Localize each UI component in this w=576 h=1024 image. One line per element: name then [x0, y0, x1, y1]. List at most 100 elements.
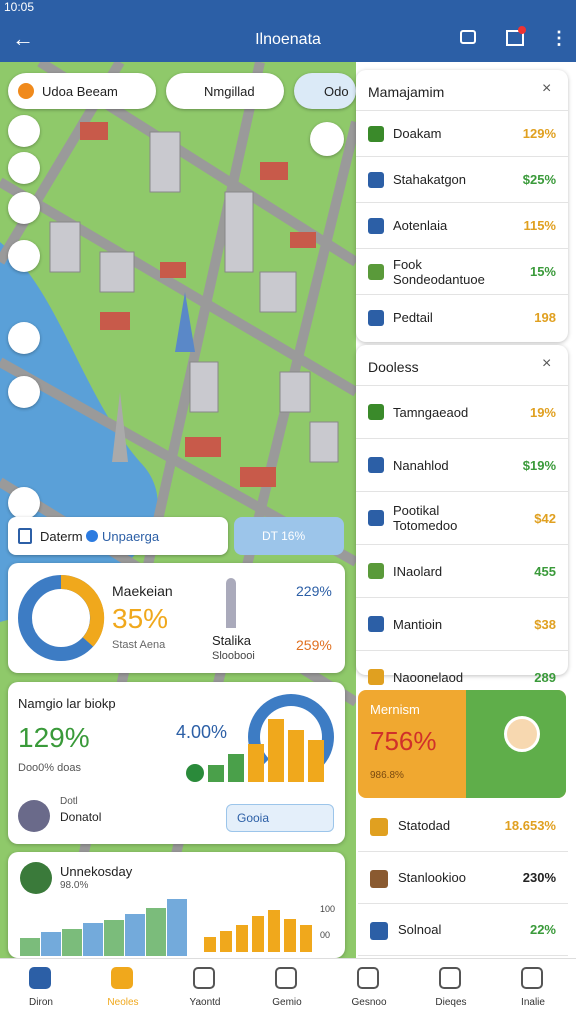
panel-title: Dooless: [368, 359, 419, 375]
icon: [368, 616, 384, 632]
text: Stalika: [212, 633, 252, 648]
list-row[interactable]: Statodad 18.653%: [358, 802, 568, 852]
row[interactable]: Pedtail 198: [356, 294, 568, 340]
avatar: [18, 800, 50, 832]
card: Namgio lar biokp 129% Doo0% doas 4.00% Dotl D…: [8, 682, 345, 844]
nav-item[interactable]: Dieqes: [410, 959, 492, 1024]
row[interactable]: Fook Sondeodantuoe 15%: [356, 248, 568, 294]
text: Sloobooi: [212, 650, 255, 662]
label: Doakam: [393, 126, 442, 141]
nav-label: Diron: [29, 997, 53, 1008]
nav-item[interactable]: Yaontd: [164, 959, 246, 1024]
avatar: [504, 716, 540, 752]
map-button[interactable]: [8, 322, 40, 354]
donut: [18, 574, 105, 661]
close[interactable]: ×: [542, 355, 552, 372]
promo: Mernism 756% 986.8%: [358, 690, 566, 798]
nav-label: Inalie: [521, 997, 545, 1008]
icon: [368, 171, 384, 188]
value: 22%: [529, 922, 556, 937]
icon: [368, 510, 384, 526]
value: 15%: [529, 264, 556, 279]
menu[interactable]: ⋮: [550, 28, 568, 48]
bar: [284, 919, 296, 952]
panel: Dooless × Tamngaeaod 19% Nanahlod $19% Pootika…: [356, 345, 568, 685]
value: 455: [534, 563, 556, 579]
map-button[interactable]: [8, 240, 40, 272]
nav-item[interactable]: Diron: [0, 959, 82, 1024]
chip-label: Odo: [324, 84, 349, 99]
card: Maekeian 35% Stast Aena Stalika Sloobooi 229%…: [8, 563, 345, 673]
nav-icon: [357, 967, 379, 989]
clock: 10:05: [4, 0, 35, 14]
text: 986.8%: [370, 770, 404, 781]
icon[interactable]: [460, 30, 476, 44]
bar: [308, 740, 324, 782]
label: Aotenlaia: [393, 218, 448, 233]
area-bar: [62, 929, 82, 956]
area-bar: [125, 914, 145, 956]
icon: [368, 309, 384, 326]
nav-item[interactable]: Gesnoo: [328, 959, 410, 1024]
row[interactable]: Pootikal Totomedoo $42: [356, 491, 568, 544]
nav-icon: [275, 967, 297, 989]
axis-label: 100: [320, 904, 336, 914]
text: Unnekosday: [60, 864, 133, 879]
text: Daterm: [40, 529, 83, 544]
nav-item[interactable]: Gemio: [246, 959, 328, 1024]
map-button[interactable]: [8, 115, 40, 147]
store-icon[interactable]: [506, 30, 524, 46]
area-bar: [104, 920, 124, 956]
area-bar: [146, 908, 166, 956]
nav-icon: [439, 967, 461, 989]
value: 230%: [522, 870, 556, 885]
chip-label: Nmgillad: [204, 84, 255, 99]
map-button[interactable]: [8, 152, 40, 184]
label: Pedtail: [393, 310, 433, 325]
label: Nanahlod: [393, 457, 449, 473]
panel: Mamajamim × Doakam 129% Stahakatgon $25% Aoten…: [356, 70, 568, 342]
row[interactable]: Naoonelaod 289: [356, 650, 568, 703]
row[interactable]: Doakam 129%: [356, 110, 568, 156]
chip[interactable]: Nmgillad: [166, 73, 284, 109]
nav-item[interactable]: Neoles: [82, 959, 164, 1024]
map-button[interactable]: [8, 487, 40, 519]
value: 198: [534, 310, 556, 325]
row[interactable]: INaolard 455: [356, 544, 568, 597]
button[interactable]: Gooia: [226, 804, 334, 832]
row[interactable]: Tamngaeaod 19%: [356, 385, 568, 438]
text: Donatol: [60, 810, 102, 824]
list-row[interactable]: Stanlookioo 230%: [358, 854, 568, 904]
list-row[interactable]: Solnoal 22%: [358, 906, 568, 956]
avatar: [20, 862, 52, 894]
back-button[interactable]: ←: [12, 26, 34, 51]
chip[interactable]: DT 16%: [234, 517, 344, 555]
icon: [368, 563, 384, 579]
label: Mantioin: [393, 616, 443, 632]
chip-label: Udoa Beeam: [42, 84, 118, 99]
value: 129%: [522, 126, 556, 141]
bar: [208, 764, 224, 782]
map-button[interactable]: [8, 192, 40, 224]
close[interactable]: ×: [542, 80, 552, 97]
value: $25%: [522, 172, 556, 187]
text: Dotl: [60, 796, 78, 807]
chip[interactable]: Udoa Beeam: [8, 73, 156, 109]
text: Maekeian: [112, 583, 173, 599]
chip[interactable]: Odo: [294, 73, 356, 109]
icon: [368, 125, 384, 142]
chip[interactable]: Daterm Unpaerga: [8, 517, 228, 555]
row[interactable]: Mantioin $38: [356, 597, 568, 650]
map-button[interactable]: [310, 122, 344, 156]
row[interactable]: Aotenlaia 115%: [356, 202, 568, 248]
value: 18.653%: [504, 818, 556, 833]
row[interactable]: Stahakatgon $25%: [356, 156, 568, 202]
bar: [252, 916, 264, 952]
value: 115%: [523, 218, 556, 233]
map-button[interactable]: [8, 376, 40, 408]
row[interactable]: Nanahlod $19%: [356, 438, 568, 491]
nav-item[interactable]: Inalie: [492, 959, 574, 1024]
nav-label: Dieqes: [435, 997, 467, 1008]
value: $38: [534, 616, 556, 632]
label: Statodad: [398, 818, 451, 833]
